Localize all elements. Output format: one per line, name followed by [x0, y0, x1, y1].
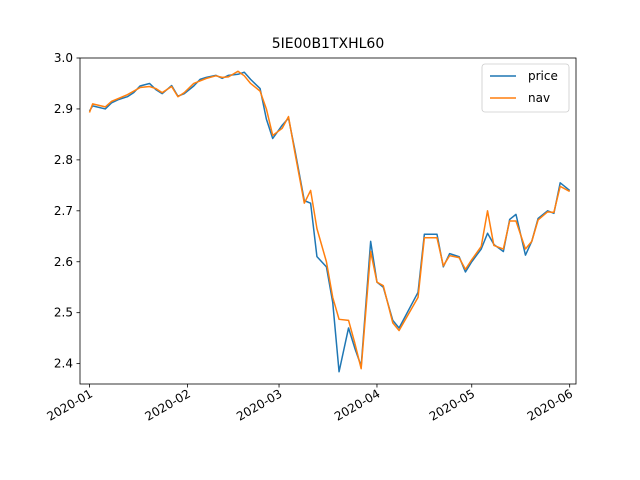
y-tick-label: 3.0: [54, 51, 73, 65]
y-tick-label: 2.7: [54, 204, 73, 218]
y-axis: 2.4 2.5 2.6 2.7 2.8 2.9 3.0: [54, 51, 80, 371]
y-tick-label: 2.8: [54, 153, 73, 167]
y-tick-label: 2.4: [54, 357, 73, 371]
legend-label-nav: nav: [528, 91, 550, 105]
legend-label-price: price: [528, 69, 558, 83]
y-tick-label: 2.5: [54, 306, 73, 320]
series-line-nav: [88, 70, 571, 370]
chart-title: 5IE00B1TXHL60: [272, 36, 385, 52]
legend: price nav: [481, 63, 570, 113]
plot-frame: [79, 57, 577, 385]
series-lines: [88, 70, 571, 373]
y-tick-label: 2.9: [54, 102, 73, 116]
y-tick-label: 2.6: [54, 255, 73, 269]
